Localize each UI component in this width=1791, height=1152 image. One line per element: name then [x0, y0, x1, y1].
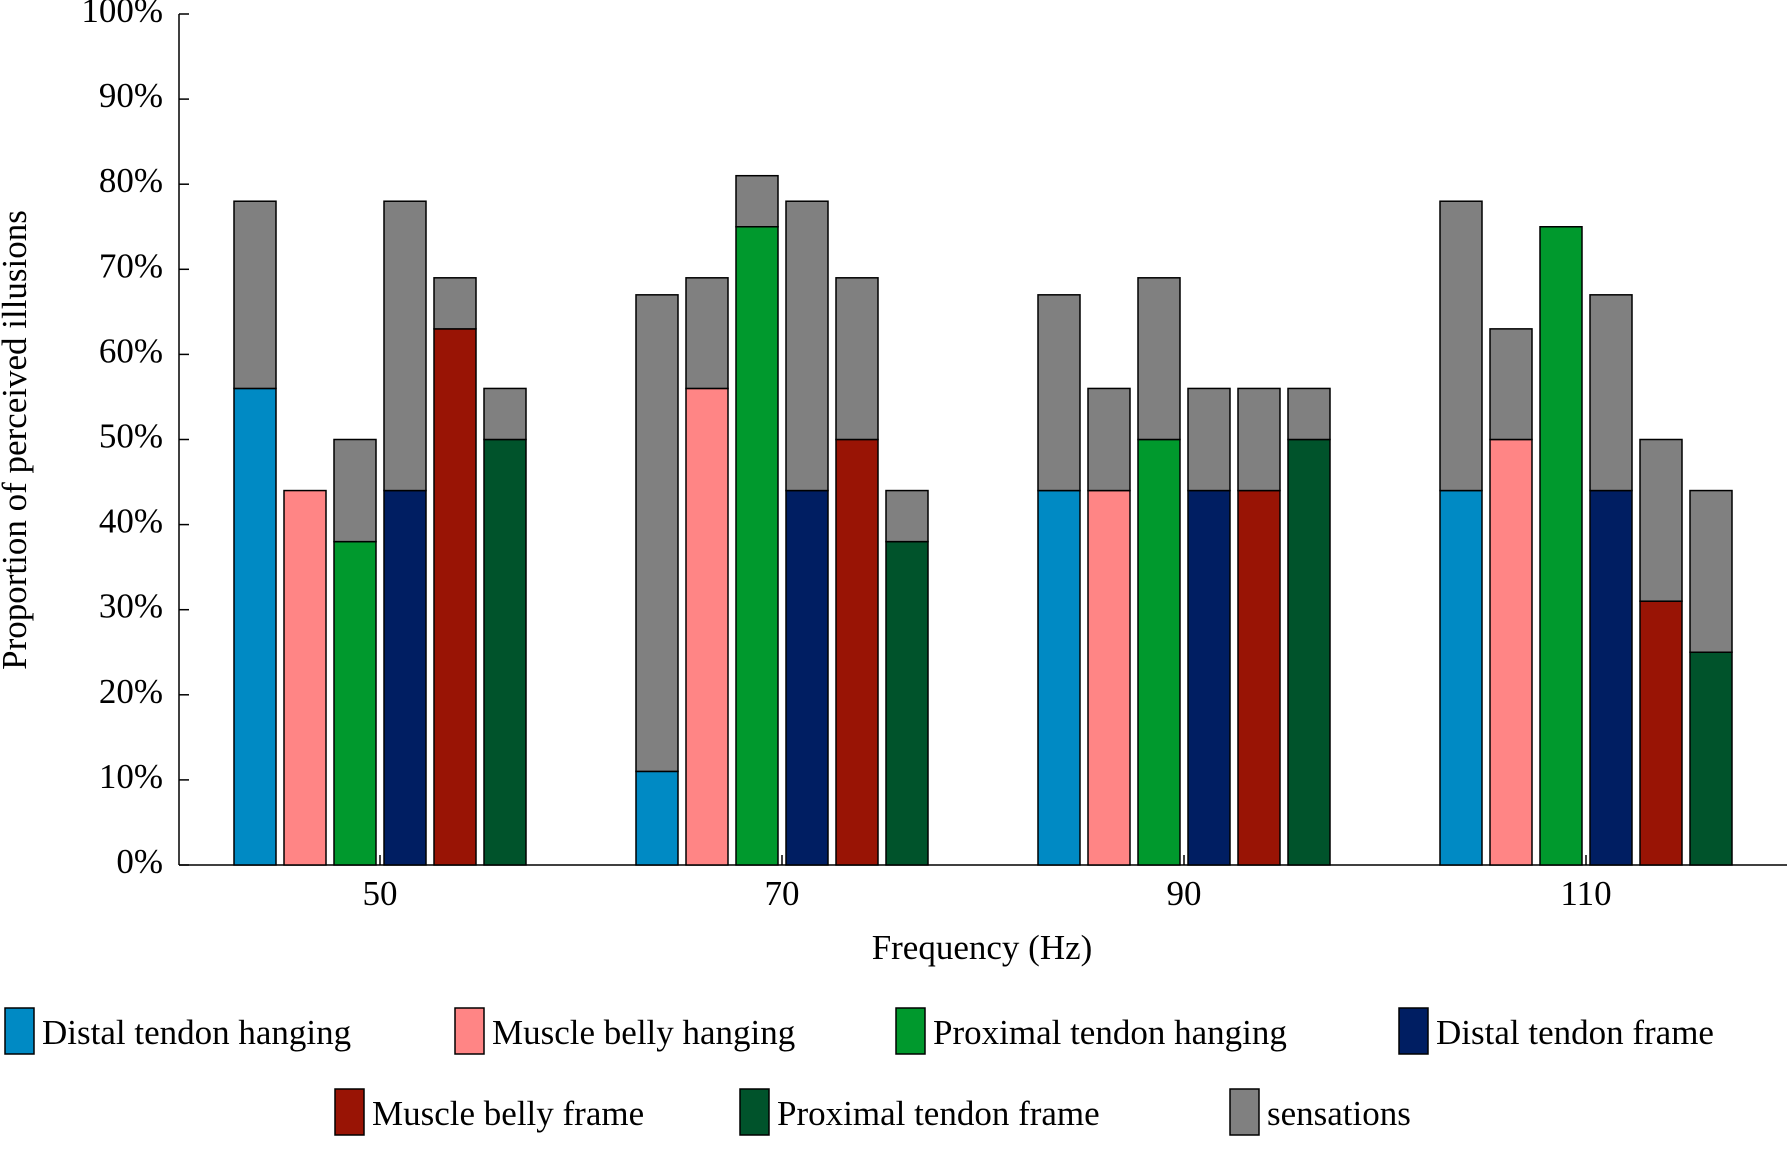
bar-segment [785, 489, 829, 866]
legend-label: sensations [1267, 1094, 1411, 1133]
bar-segment [835, 438, 879, 866]
y-tick-label: 90% [99, 76, 163, 115]
bar-segment [283, 489, 327, 866]
bar-segment [885, 540, 929, 866]
bar-segment [1037, 489, 1081, 866]
sensations-segment [635, 294, 679, 773]
sensations-segment [1187, 387, 1231, 492]
legend-label: Proximal tendon hanging [933, 1013, 1287, 1052]
x-tick-label: 90 [1167, 874, 1202, 913]
bar-segment [635, 770, 679, 866]
x-tick-label: 50 [363, 874, 398, 913]
sensations-segment [685, 277, 729, 390]
bar-segment [333, 540, 377, 866]
bar-segment [1489, 438, 1533, 866]
bar-segment [1087, 489, 1131, 866]
legend-label: Muscle belly hanging [492, 1013, 795, 1052]
bar-segment [1187, 489, 1231, 866]
sensations-segment [1689, 489, 1733, 653]
bar-segment [1287, 438, 1331, 866]
y-tick-label: 60% [99, 331, 163, 370]
sensations-segment [785, 200, 829, 492]
bar-segment [1539, 226, 1583, 866]
legend-swatch [895, 1007, 926, 1055]
bar-segment [1237, 489, 1281, 866]
sensations-segment [1639, 438, 1683, 602]
y-tick-label: 30% [99, 587, 163, 626]
bar-segment [735, 226, 779, 866]
sensations-segment [333, 438, 377, 543]
sensations-segment [1287, 387, 1331, 441]
legend-label: Distal tendon hanging [42, 1013, 351, 1052]
sensations-segment [433, 277, 477, 330]
bar-segment [1439, 489, 1483, 866]
sensations-segment [1237, 387, 1281, 492]
y-tick-label: 0% [116, 842, 163, 881]
sensations-segment [1087, 387, 1131, 492]
sensations-segment [1439, 200, 1483, 492]
legend-swatch [1398, 1007, 1429, 1055]
legend-label: Proximal tendon frame [777, 1094, 1100, 1133]
sensations-segment [1589, 294, 1633, 492]
bar-segment [483, 438, 527, 866]
bar-segment [1689, 651, 1733, 866]
legend-label: Distal tendon frame [1436, 1013, 1714, 1052]
legend-swatch [4, 1007, 35, 1055]
bar-segment [383, 489, 427, 866]
bar-segment [433, 328, 477, 866]
y-tick-label: 100% [81, 0, 163, 30]
x-axis-label: Frequency (Hz) [872, 928, 1093, 967]
sensations-segment [835, 277, 879, 441]
sensations-segment [1037, 294, 1081, 492]
y-tick-label: 10% [99, 757, 163, 796]
y-tick-label: 70% [99, 246, 163, 285]
y-tick-label: 80% [99, 161, 163, 200]
sensations-segment [483, 387, 527, 441]
bar-segment [233, 387, 277, 866]
x-tick-label: 70 [765, 874, 800, 913]
legend-swatch [454, 1007, 485, 1055]
bar-segment [1137, 438, 1181, 866]
bar-segment [1639, 600, 1683, 866]
legend-swatch [1229, 1088, 1260, 1136]
bar-segment [1589, 489, 1633, 866]
y-tick-label: 20% [99, 672, 163, 711]
sensations-segment [383, 200, 427, 492]
sensations-segment [233, 200, 277, 390]
y-tick-label: 40% [99, 502, 163, 541]
legend-swatch [739, 1088, 770, 1136]
x-tick-label: 110 [1560, 874, 1611, 913]
legend-label: Muscle belly frame [372, 1094, 644, 1133]
y-axis-label: Proportion of perceived illusions [0, 210, 34, 670]
y-tick-label: 50% [99, 417, 163, 456]
legend-swatch [334, 1088, 365, 1136]
sensations-segment [1489, 328, 1533, 441]
sensations-segment [885, 489, 929, 543]
sensations-segment [1137, 277, 1181, 441]
sensations-segment [735, 174, 779, 228]
bar-segment [685, 387, 729, 866]
